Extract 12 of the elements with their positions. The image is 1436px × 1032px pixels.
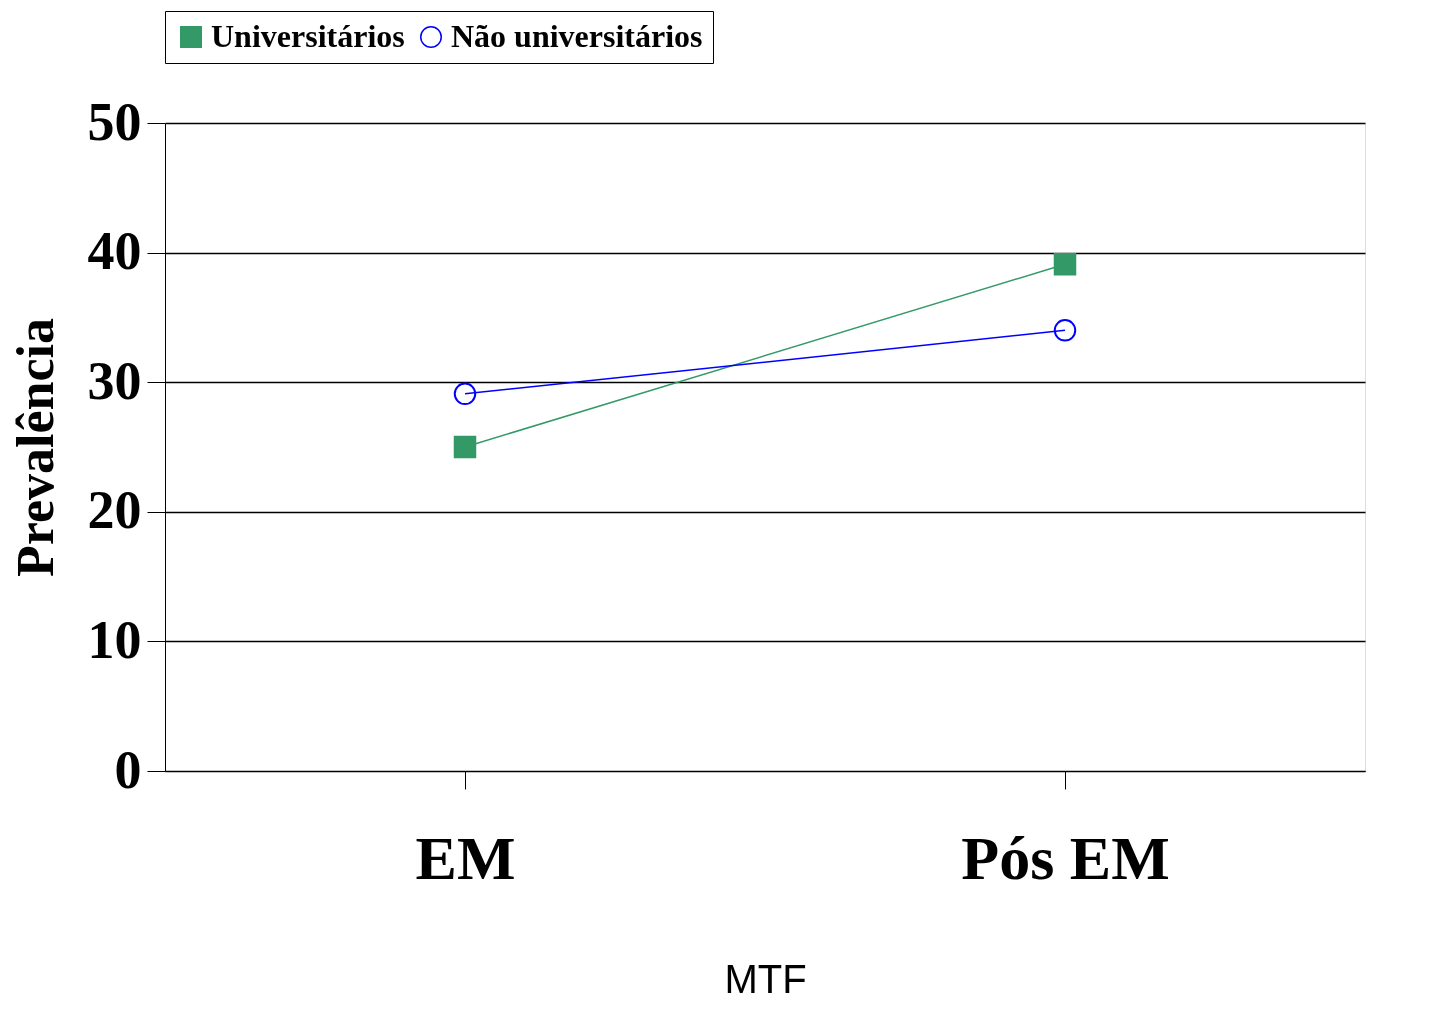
y-tick-label: 40 [87, 221, 142, 282]
x-tick-label: EM [415, 823, 516, 892]
y-tick-label: 10 [87, 609, 142, 670]
y-tick-label: 20 [87, 480, 142, 541]
x-tick-label: Pós EM [961, 823, 1170, 892]
legend-label: Não universitários [451, 18, 703, 54]
y-tick-label: 0 [114, 739, 142, 800]
legend-label: Universitários [211, 18, 405, 54]
y-tick-label: 30 [87, 350, 142, 411]
y-axis-title: Prevalência [6, 318, 64, 577]
y-tick-label: 50 [87, 91, 142, 152]
x-axis-title: MTF [724, 956, 807, 1001]
